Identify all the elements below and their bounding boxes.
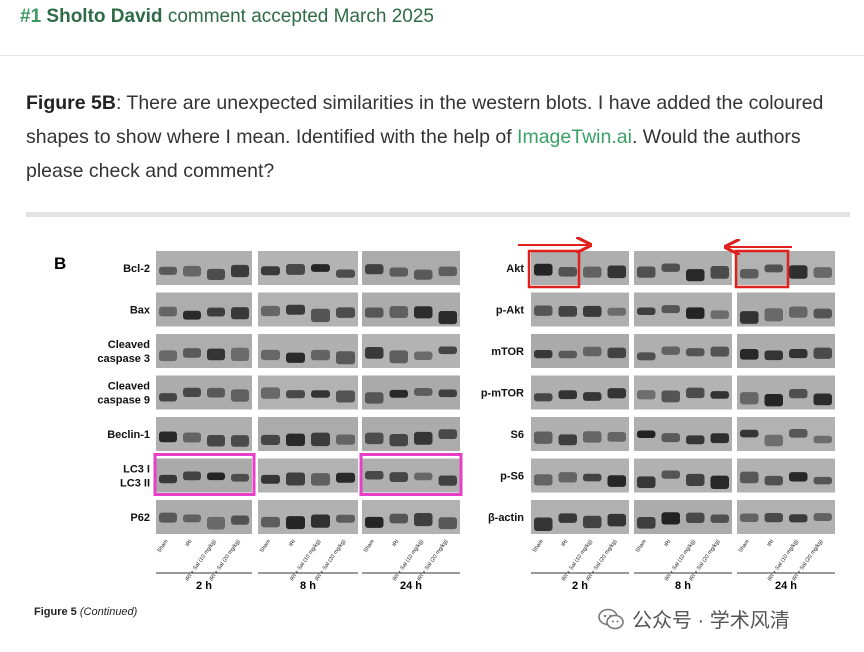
comment-status: comment accepted March 2025 bbox=[167, 6, 434, 27]
timepoint-label: 8 h bbox=[675, 580, 691, 592]
left-blot-3-1 bbox=[258, 375, 358, 410]
right-blot-1-2 bbox=[737, 292, 835, 327]
right-blot-6-1 bbox=[634, 500, 732, 534]
timepoint-label: 2 h bbox=[196, 580, 212, 592]
watermark-text: 公众号 · 学术风清 bbox=[632, 610, 790, 632]
lane-label: IRI bbox=[288, 538, 297, 548]
lane-label: Sham bbox=[259, 538, 272, 554]
right-blot-4-0 bbox=[531, 417, 629, 451]
panel-label: B bbox=[54, 254, 66, 273]
lane-label: IRI bbox=[185, 538, 194, 548]
figure-reference: Figure 5B bbox=[26, 92, 116, 114]
left-blot-6-1 bbox=[258, 500, 358, 534]
left-blot-2-1 bbox=[258, 334, 358, 368]
header-divider bbox=[0, 55, 864, 56]
right-blot-1-0 bbox=[531, 292, 629, 327]
left-blot-0-0 bbox=[156, 251, 252, 285]
left-row-label: LC3 I LC3 II bbox=[120, 464, 150, 490]
comment-author-link[interactable]: Sholto David bbox=[46, 6, 163, 27]
blot-image: B Bcl-2 Bax Cleaved caspase 3 Cleaved caspase… bbox=[54, 225, 835, 592]
figure-caption: Figure 5 (Continued) bbox=[34, 606, 137, 618]
right-blot-2-2 bbox=[737, 334, 835, 368]
right-blot-3-1 bbox=[634, 375, 732, 410]
right-blot-6-2 bbox=[737, 500, 835, 534]
comment-text-2: . Would the authors please check and com… bbox=[26, 126, 801, 182]
wechat-icon bbox=[598, 608, 624, 629]
left-blot-3-2 bbox=[362, 375, 460, 410]
left-blot-1-0 bbox=[156, 292, 252, 327]
caption-suffix: (Continued) bbox=[79, 606, 138, 618]
comment-number: #1 bbox=[20, 6, 42, 27]
right-row-label: p-Akt bbox=[496, 305, 524, 317]
right-blot-2-0 bbox=[531, 334, 629, 368]
right-blot-0-1 bbox=[634, 251, 732, 285]
left-blot-4-2 bbox=[362, 417, 460, 451]
left-blot-0-2 bbox=[362, 251, 460, 285]
right-blot-6-0 bbox=[531, 500, 629, 534]
lane-label: IRI bbox=[766, 538, 775, 548]
lc3-2h-highlight bbox=[153, 453, 256, 496]
right-blot-4-1 bbox=[634, 417, 732, 451]
right-blot-0-2 bbox=[737, 251, 835, 285]
comment-text-1: : There are unexpected similarities in t… bbox=[26, 92, 824, 148]
akt-2h-highlight bbox=[527, 249, 581, 289]
lane-label: Sham bbox=[532, 538, 545, 554]
right-blot-3-2 bbox=[737, 375, 835, 410]
akt-24h-highlight bbox=[734, 249, 790, 289]
left-blot-2-2 bbox=[362, 334, 460, 368]
left-row-label: Bcl-2 bbox=[123, 263, 150, 275]
timepoint-label: 24 h bbox=[400, 580, 422, 592]
lane-label: Sham bbox=[363, 538, 376, 554]
right-blot-5-2 bbox=[737, 458, 835, 493]
left-blot-5-0 bbox=[156, 458, 252, 493]
right-blot-2-1 bbox=[634, 334, 732, 368]
right-row-label: β-actin bbox=[488, 512, 524, 524]
right-row-label: Akt bbox=[506, 263, 524, 275]
right-blot-5-1 bbox=[634, 458, 732, 493]
caption-label: Figure 5 bbox=[34, 606, 77, 618]
left-blot-5-2 bbox=[362, 458, 460, 493]
imagetwin-link[interactable]: ImageTwin.ai bbox=[517, 126, 632, 148]
left-blot-4-0 bbox=[156, 417, 252, 451]
left-blot-5-1 bbox=[258, 458, 358, 493]
left-blot-1-1 bbox=[258, 292, 358, 327]
left-row-label: Cleaved caspase 9 bbox=[97, 381, 150, 407]
left-blot-3-0 bbox=[156, 375, 252, 410]
lane-label: IRI bbox=[391, 538, 400, 548]
western-blot-figure: B Bcl-2 Bax Cleaved caspase 3 Cleaved caspase… bbox=[26, 225, 850, 645]
timepoint-label: 24 h bbox=[775, 580, 797, 592]
right-row-label: p-mTOR bbox=[481, 388, 524, 400]
left-blot-6-2 bbox=[362, 500, 460, 534]
right-blot-1-1 bbox=[634, 292, 732, 327]
right-blot-3-0 bbox=[531, 375, 629, 410]
left-blot-4-1 bbox=[258, 417, 358, 451]
lane-label: IRI bbox=[663, 538, 672, 548]
lane-label: Sham bbox=[738, 538, 751, 554]
figure-divider bbox=[26, 212, 850, 217]
right-row-label: mTOR bbox=[491, 346, 524, 358]
left-blot-6-0 bbox=[156, 500, 252, 534]
right-blot-5-0 bbox=[531, 458, 629, 493]
left-row-label: Cleaved caspase 3 bbox=[97, 339, 150, 365]
watermark: 公众号 · 学术风清 bbox=[598, 604, 790, 633]
timepoint-label: 8 h bbox=[300, 580, 316, 592]
lane-label: Sham bbox=[156, 538, 169, 554]
comment-header: #1 Sholto David comment accepted March 2… bbox=[20, 6, 434, 28]
left-blot-2-0 bbox=[156, 334, 252, 368]
left-blot-1-2 bbox=[362, 292, 460, 327]
left-row-label: Bax bbox=[130, 305, 151, 317]
lc3-24h-highlight bbox=[359, 453, 463, 496]
right-blot-4-2 bbox=[737, 417, 835, 451]
right-row-label: p-S6 bbox=[500, 471, 524, 483]
lane-label: IRI bbox=[560, 538, 569, 548]
left-blot-0-1 bbox=[258, 251, 358, 285]
lane-label: Sham bbox=[635, 538, 648, 554]
right-row-label: S6 bbox=[511, 429, 524, 441]
left-row-label: Beclin-1 bbox=[107, 429, 150, 441]
comment-body: Figure 5B: There are unexpected similari… bbox=[26, 86, 856, 188]
timepoint-label: 2 h bbox=[572, 580, 588, 592]
left-row-label: P62 bbox=[130, 512, 150, 524]
